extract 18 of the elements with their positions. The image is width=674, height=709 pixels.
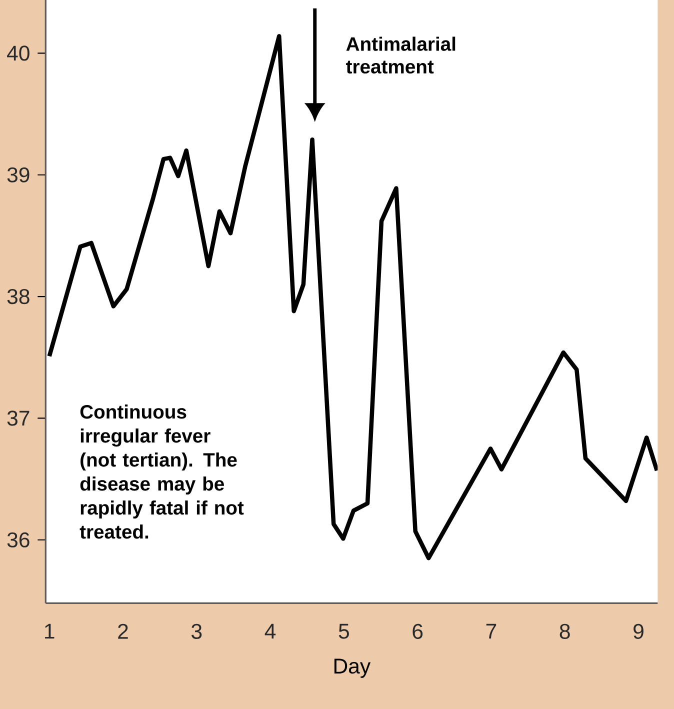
y-tick-label: 40 — [7, 46, 30, 61]
y-tick-label: 37 — [7, 410, 30, 426]
x-tick-label: 4 — [264, 624, 276, 639]
x-tick-label: 2 — [118, 624, 128, 639]
x-tick-label: 1 — [45, 624, 54, 639]
x-tick-label: 8 — [560, 624, 570, 639]
annotation: Antimalarial treatment — [346, 36, 456, 74]
x-tick-label: 7 — [486, 624, 496, 639]
y-tick-label: 39 — [7, 167, 30, 182]
x-axis-title: Day — [334, 658, 371, 678]
x-tick-label: 6 — [412, 624, 423, 639]
x-tick-label: 3 — [192, 624, 202, 639]
y-tick-label: 38 — [7, 288, 30, 304]
line-series — [47, 34, 658, 560]
annotation: Continuous irregular fever (not tertian). The disease may be rapidly fatal if not treated. — [80, 404, 244, 539]
x-tick-label: 5 — [338, 624, 349, 639]
y-tick-label: 36 — [7, 532, 30, 548]
x-tick-label: 9 — [634, 624, 644, 639]
